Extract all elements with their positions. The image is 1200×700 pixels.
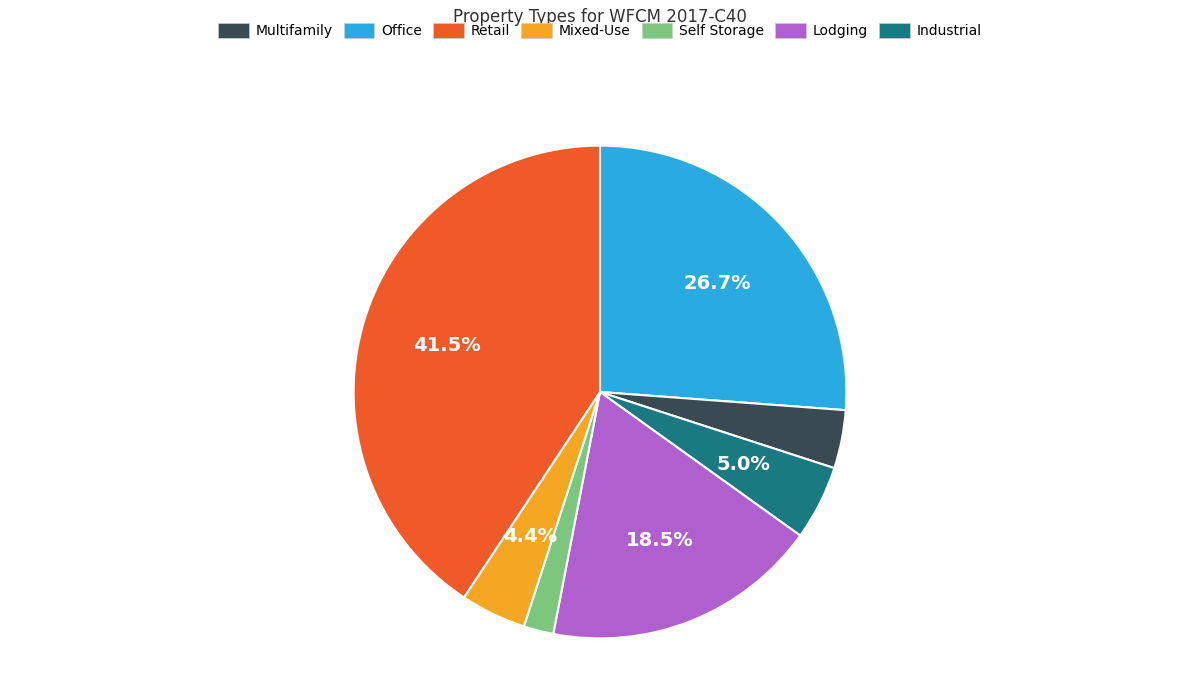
Wedge shape	[600, 146, 846, 410]
Wedge shape	[600, 392, 834, 536]
Wedge shape	[464, 392, 600, 626]
Title: Property Types for WFCM 2017-C40: Property Types for WFCM 2017-C40	[454, 8, 746, 25]
Wedge shape	[600, 392, 846, 468]
Text: 4.4%: 4.4%	[503, 526, 558, 546]
Text: 18.5%: 18.5%	[625, 531, 694, 550]
Wedge shape	[524, 392, 600, 634]
Wedge shape	[553, 392, 800, 638]
Text: 26.7%: 26.7%	[684, 274, 751, 293]
Legend: Multifamily, Office, Retail, Mixed-Use, Self Storage, Lodging, Industrial: Multifamily, Office, Retail, Mixed-Use, …	[212, 17, 988, 43]
Text: 5.0%: 5.0%	[716, 455, 770, 474]
Wedge shape	[354, 146, 600, 597]
Text: 41.5%: 41.5%	[413, 336, 480, 356]
